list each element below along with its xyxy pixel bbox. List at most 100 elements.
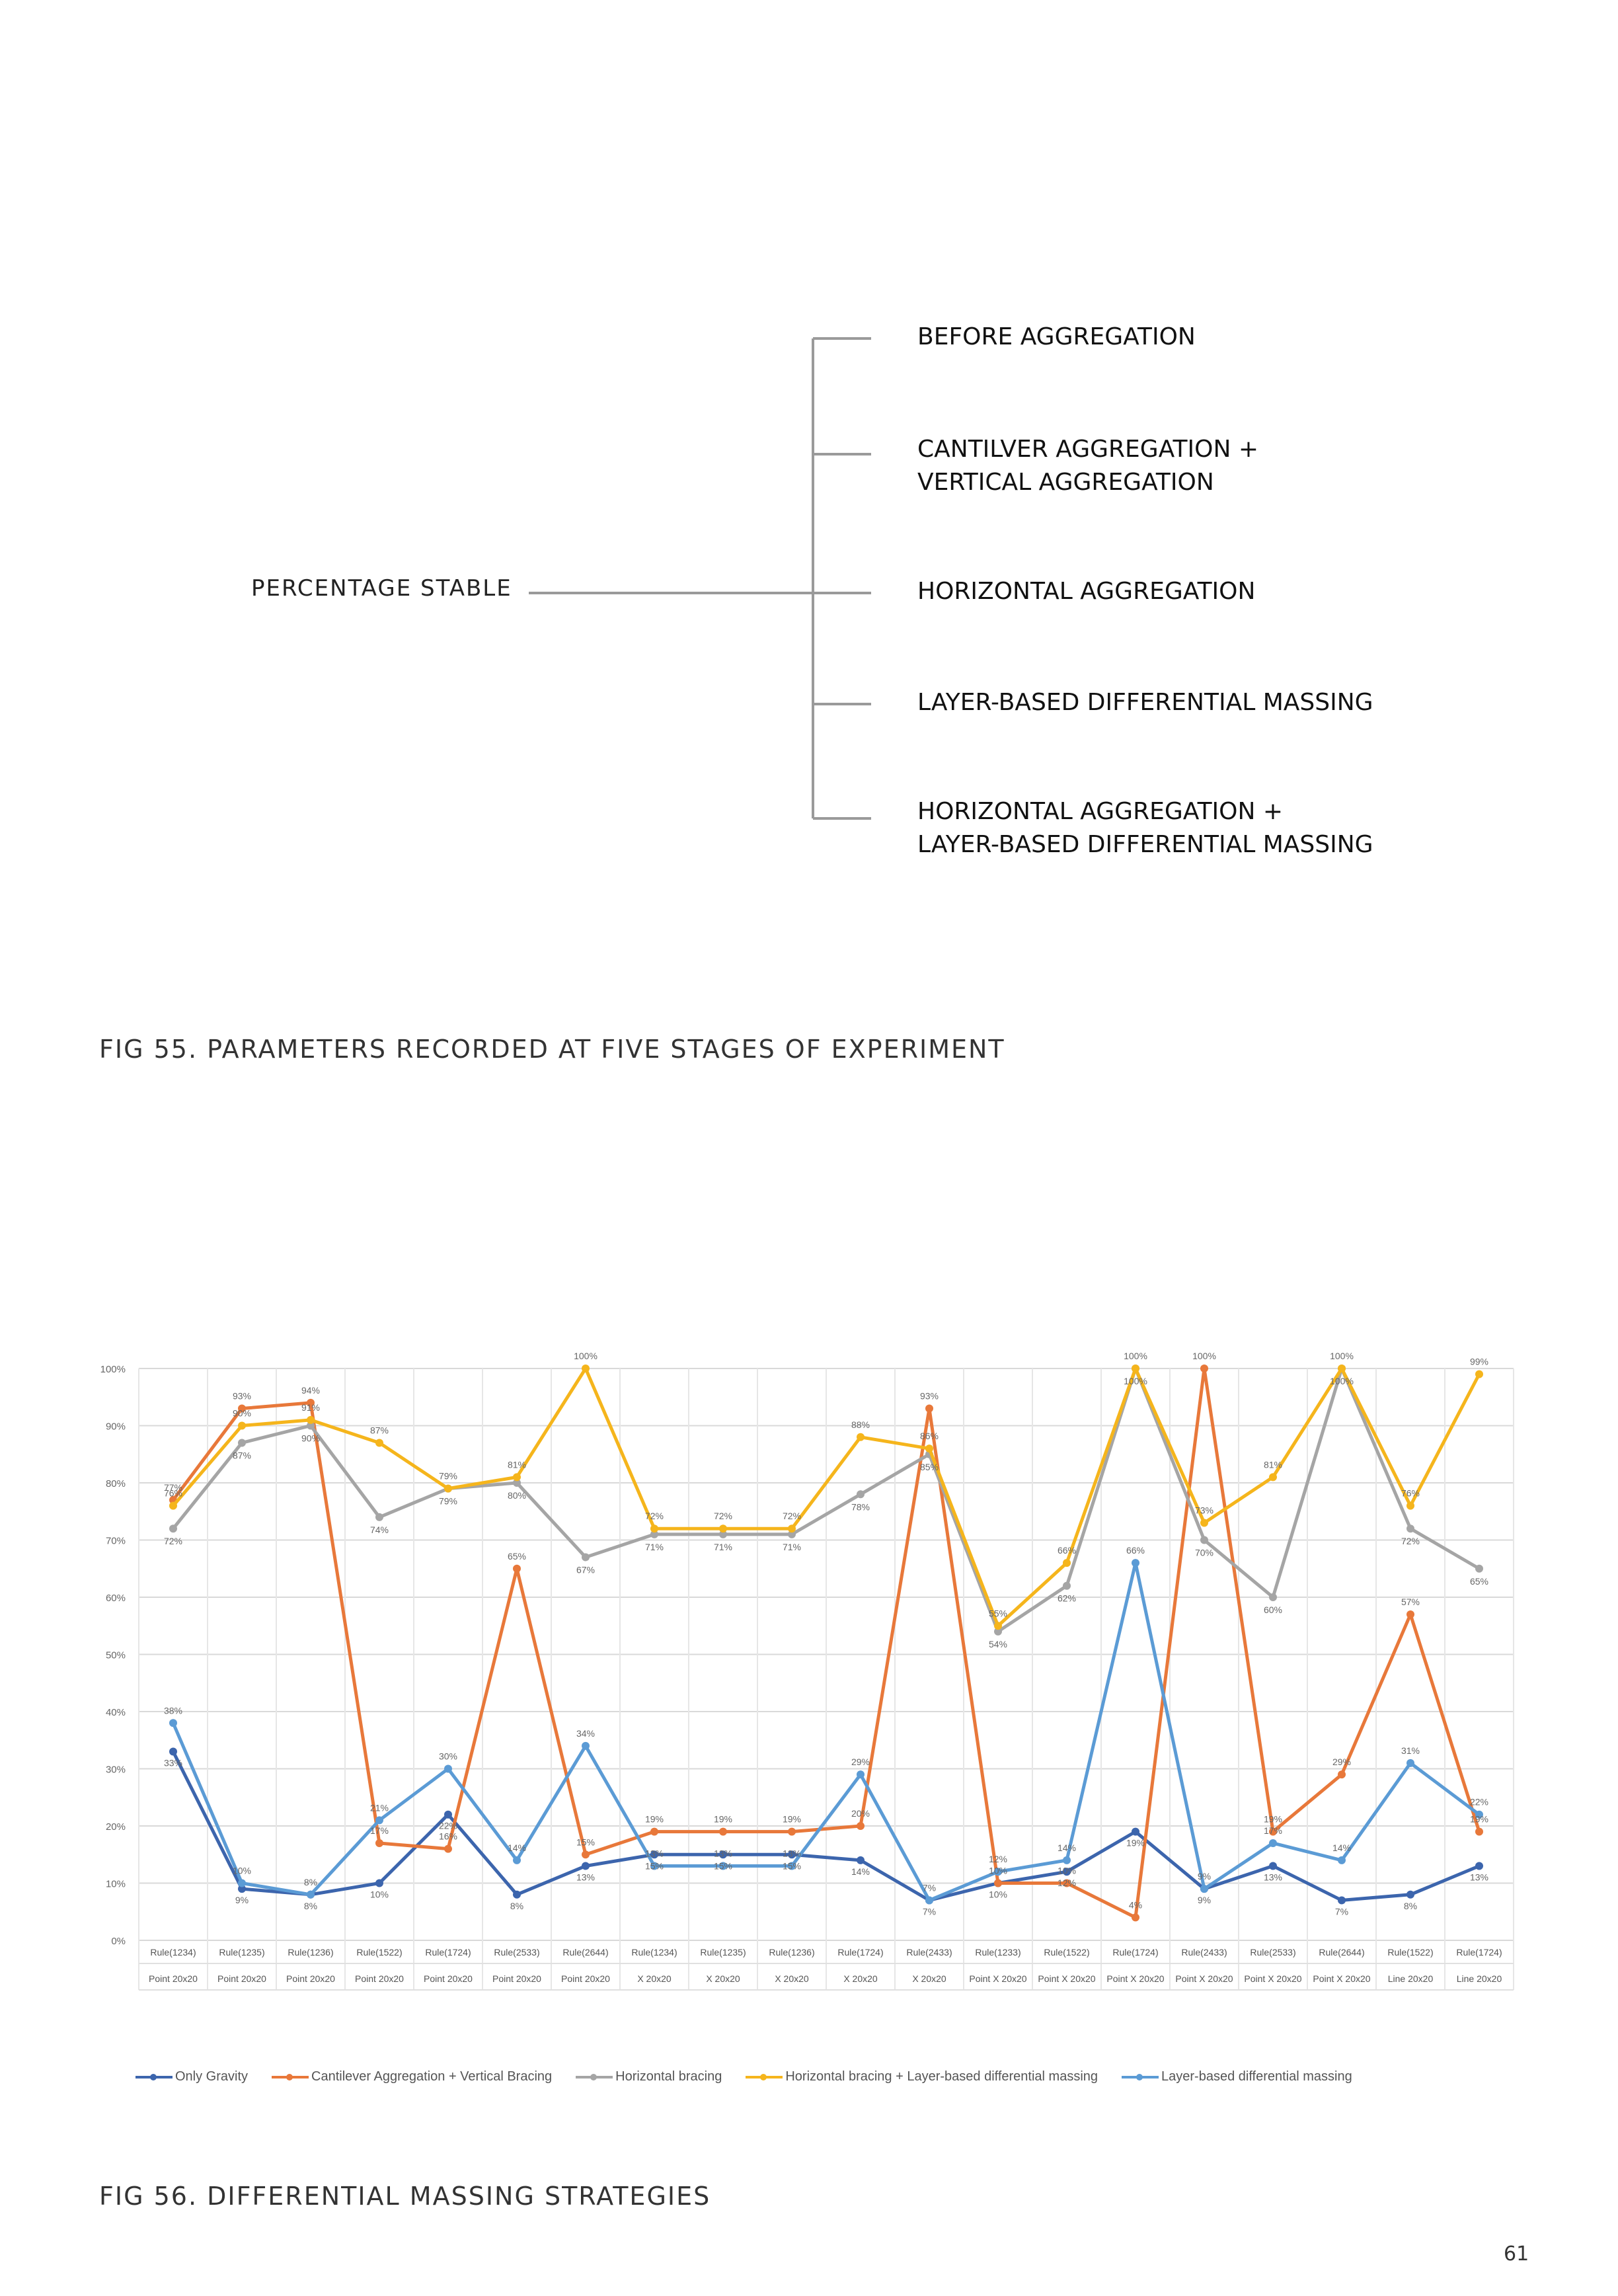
y-tick-label: 0% xyxy=(111,1936,126,1947)
data-point xyxy=(788,1850,796,1859)
data-point xyxy=(582,1741,590,1750)
data-point xyxy=(719,1530,727,1538)
data-point xyxy=(994,1622,1002,1630)
y-tick-label: 90% xyxy=(106,1421,126,1433)
data-label: 38% xyxy=(164,1705,182,1716)
data-point xyxy=(719,1862,727,1870)
legend-entry: Horizontal bracing xyxy=(576,2069,722,2084)
data-point xyxy=(650,1862,658,1870)
data-point xyxy=(857,1490,865,1499)
data-point xyxy=(1132,1365,1139,1372)
data-label: 15% xyxy=(714,1860,732,1871)
tree-item-cantilever-aggregation: CANTILVER AGGREGATION + VERTICAL AGGREGA… xyxy=(917,433,1258,499)
data-label: 100% xyxy=(1192,1351,1216,1361)
data-point xyxy=(375,1879,383,1887)
data-label: 14% xyxy=(508,1842,526,1853)
data-point xyxy=(444,1810,452,1819)
data-label: 20% xyxy=(851,1808,870,1819)
tree-item-horizontal-plus-layer-based: HORIZONTAL AGGREGATION + LAYER-BASED DIF… xyxy=(917,795,1373,861)
data-point xyxy=(788,1827,796,1836)
data-label: 13% xyxy=(1264,1872,1282,1883)
data-point xyxy=(1475,1810,1483,1819)
data-point xyxy=(513,1473,521,1482)
line-chart: 0% 10% 20% 30% 40% 50% 60% 70% 80% 90% 100% Rule(12… xyxy=(100,1351,1514,1991)
data-label: 14% xyxy=(1058,1842,1076,1853)
data-point xyxy=(719,1850,727,1859)
data-label: 85% xyxy=(920,1462,939,1472)
data-point xyxy=(1406,1524,1414,1533)
data-label: 76% xyxy=(1401,1488,1420,1499)
data-label: 22% xyxy=(1470,1797,1488,1807)
data-point xyxy=(1475,1564,1483,1573)
data-point xyxy=(1132,1913,1139,1922)
data-label: 7% xyxy=(1335,1906,1348,1917)
x-tick-label: Rule(1724) xyxy=(425,1947,471,1958)
x-tick-label: Point 20x20 xyxy=(492,1973,541,1984)
data-point xyxy=(1269,1593,1277,1601)
x-tick-label: Point 20x20 xyxy=(217,1973,266,1984)
x-tick-label: Rule(1724) xyxy=(1112,1947,1158,1958)
data-label: 55% xyxy=(989,1608,1007,1618)
data-point xyxy=(307,1415,315,1424)
data-label: 99% xyxy=(1470,1357,1488,1367)
legend-label: Layer-based differential massing xyxy=(1161,2069,1352,2084)
data-point xyxy=(1063,1856,1071,1864)
x-tick-label: Rule(2644) xyxy=(1319,1947,1364,1958)
data-label: 15% xyxy=(645,1860,664,1871)
x-tick-label: Rule(1233) xyxy=(975,1947,1021,1958)
legend-swatch xyxy=(272,2073,309,2080)
x-tick-label: Rule(2644) xyxy=(562,1947,608,1958)
data-label: 31% xyxy=(1401,1745,1420,1756)
data-label: 71% xyxy=(714,1542,732,1552)
x-tick-label: X 20x20 xyxy=(706,1973,740,1984)
data-point xyxy=(1406,1501,1414,1510)
data-point xyxy=(238,1404,246,1413)
data-label: 100% xyxy=(1330,1376,1354,1386)
data-label: 10% xyxy=(1058,1866,1076,1876)
data-label: 8% xyxy=(304,1877,317,1887)
data-label: 10% xyxy=(233,1866,251,1876)
data-label: 100% xyxy=(1124,1351,1147,1361)
data-label: 65% xyxy=(508,1551,526,1562)
data-point xyxy=(513,1856,521,1864)
data-point xyxy=(1063,1581,1071,1590)
data-label: 79% xyxy=(439,1471,457,1482)
data-point xyxy=(307,1890,315,1899)
data-point xyxy=(1475,1370,1483,1378)
data-point xyxy=(1063,1868,1071,1876)
y-tick-label: 70% xyxy=(106,1536,126,1547)
data-label: 67% xyxy=(576,1564,595,1575)
data-label: 13% xyxy=(645,1848,664,1859)
legend-label: Horizontal bracing + Layer-based differe… xyxy=(785,2069,1098,2084)
data-label: 34% xyxy=(576,1728,595,1739)
data-point xyxy=(238,1439,246,1447)
data-label: 88% xyxy=(851,1419,870,1430)
data-point xyxy=(1132,1827,1139,1836)
data-point xyxy=(1269,1827,1277,1836)
data-point xyxy=(1063,1879,1071,1887)
data-label: 90% xyxy=(233,1408,251,1419)
data-point xyxy=(857,1770,865,1779)
data-label: 19% xyxy=(783,1814,801,1825)
tree-item-horizontal-aggregation: HORIZONTAL AGGREGATION xyxy=(917,575,1255,608)
x-tick-label: Rule(1234) xyxy=(631,1947,677,1958)
x-tick-label: Rule(1234) xyxy=(150,1947,196,1958)
x-tick-label: X 20x20 xyxy=(843,1973,878,1984)
x-tick-label: Rule(1724) xyxy=(837,1947,883,1958)
series-line-4 xyxy=(172,1366,1481,1628)
data-point xyxy=(650,1827,658,1836)
data-label: 8% xyxy=(304,1901,317,1911)
data-point xyxy=(994,1627,1002,1636)
data-label: 19% xyxy=(1470,1814,1488,1825)
x-tick-label: Point X 20x20 xyxy=(1244,1973,1301,1984)
data-label: 9% xyxy=(1198,1895,1211,1905)
tree-item-line: BEFORE AGGREGATION xyxy=(917,323,1196,350)
data-label: 66% xyxy=(1058,1545,1076,1556)
legend-swatch xyxy=(135,2073,173,2080)
data-label: 12% xyxy=(989,1854,1007,1864)
x-tick-label: Rule(2533) xyxy=(1250,1947,1295,1958)
data-label: 57% xyxy=(1401,1597,1420,1607)
data-point xyxy=(513,1479,521,1487)
x-tick-label: Point 20x20 xyxy=(355,1973,404,1984)
x-tick-label: Point 20x20 xyxy=(424,1973,473,1984)
